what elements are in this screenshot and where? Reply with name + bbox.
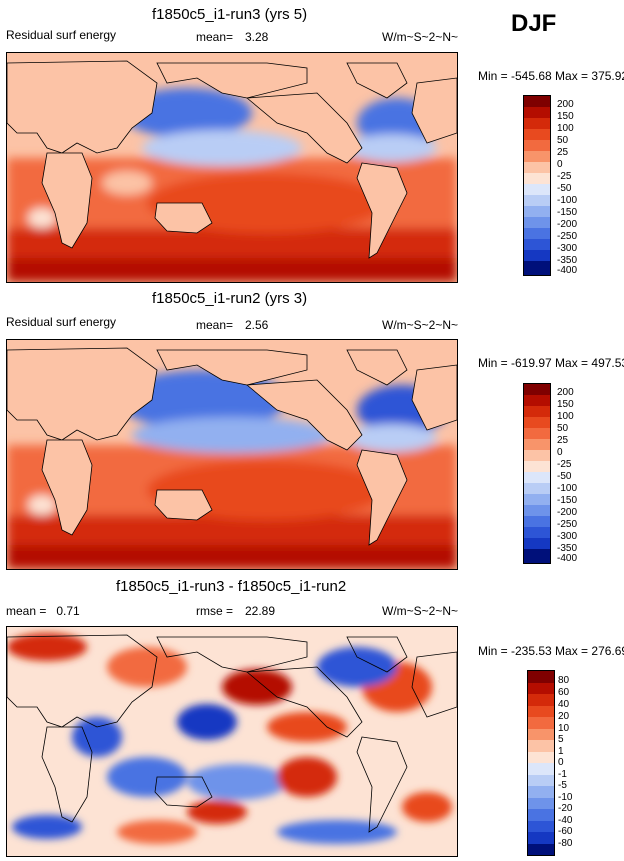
colorbar-tick: -25 [557, 171, 572, 182]
colorbar-tick: -150 [557, 207, 578, 218]
colorbar-tick: 1 [558, 746, 564, 757]
panel3-units: W/m~S~2~N~ [382, 604, 459, 618]
panel1-field-label: Residual surf energy [6, 28, 117, 42]
panel3-map [6, 626, 458, 857]
colorbar-tick: 20 [558, 711, 570, 722]
colorbar-tick: -50 [557, 183, 572, 194]
colorbar-tick: -300 [557, 531, 578, 542]
panel1-mean-label: mean= [196, 30, 234, 44]
panel3-fields [7, 633, 452, 844]
colorbar-tick: -300 [557, 243, 578, 254]
colorbar-tick: -400 [557, 265, 578, 276]
panel2-map [6, 339, 458, 570]
colorbar-tick: 50 [557, 135, 569, 146]
panel1-map-svg [7, 53, 457, 282]
colorbar-tick: 150 [557, 111, 574, 122]
colorbar-tick: -400 [557, 553, 578, 564]
colorbar-tick: -50 [557, 471, 572, 482]
panel3-rmse-value: 22.89 [245, 604, 276, 618]
colorbar-tick: 200 [557, 99, 574, 110]
colorbar-tick: -1 [558, 769, 567, 780]
colorbar-tick: -5 [558, 780, 567, 791]
panel1-title: f1850c5_i1-run3 (yrs 5) [152, 6, 308, 23]
panel2-land [7, 347, 457, 546]
panel3-minmax: Min = -235.53 Max = 276.69 [478, 644, 624, 658]
panel1-mean-value: 3.28 [245, 30, 269, 44]
colorbar-tick: -350 [557, 543, 578, 554]
colorbar-tick: -25 [557, 459, 572, 470]
panel3-map-svg [7, 627, 457, 856]
panel1-colorbar [523, 95, 551, 276]
season-label: DJF [511, 10, 557, 37]
panel3-mean: mean = 0.71 [6, 604, 80, 618]
colorbar-tick: -100 [557, 483, 578, 494]
panel2-mean-value: 2.56 [245, 318, 269, 332]
colorbar-tick: -200 [557, 507, 578, 518]
panel3-colorbar [527, 670, 555, 856]
colorbar-tick: 60 [558, 687, 570, 698]
colorbar-tick: -10 [558, 792, 573, 803]
colorbar-tick: -80 [558, 838, 573, 849]
panel3-rmse-label: rmse = [196, 604, 234, 618]
panel1-units: W/m~S~2~N~ [382, 30, 459, 44]
colorbar-tick: -200 [557, 219, 578, 230]
colorbar-tick: 25 [557, 435, 569, 446]
colorbar-tick: 100 [557, 123, 574, 134]
colorbar-tick: 200 [557, 387, 574, 398]
panel2-mean-label: mean= [196, 318, 234, 332]
colorbar-tick: -250 [557, 231, 578, 242]
colorbar-tick: 100 [557, 411, 574, 422]
colorbar-tick: 5 [558, 734, 564, 745]
colorbar-tick: 0 [557, 447, 563, 458]
colorbar-tick: 150 [557, 399, 574, 410]
panel2-colorbar [523, 383, 551, 564]
colorbar-tick: -100 [557, 195, 578, 206]
colorbar-tick: 0 [557, 159, 563, 170]
colorbar-tick: -40 [558, 815, 573, 826]
panel2-minmax: Min = -619.97 Max = 497.53 [478, 356, 624, 370]
colorbar-tick: 50 [557, 423, 569, 434]
colorbar-tick: 40 [558, 699, 570, 710]
panel3-land [7, 634, 457, 833]
panel1-land [7, 60, 457, 259]
panel2-map-svg [7, 340, 457, 569]
panel1-minmax: Min = -545.68 Max = 375.92 [478, 69, 624, 83]
colorbar-tick: 0 [558, 757, 564, 768]
colorbar-tick: -350 [557, 255, 578, 266]
colorbar-tick: 25 [557, 147, 569, 158]
panel1-map [6, 52, 458, 283]
colorbar-tick: -60 [558, 826, 573, 837]
panel2-title: f1850c5_i1-run2 (yrs 3) [152, 290, 308, 307]
colorbar-tick: -20 [558, 803, 573, 814]
colorbar-tick: 10 [558, 723, 570, 734]
colorbar-tick: -150 [557, 495, 578, 506]
panel2-units: W/m~S~2~N~ [382, 318, 459, 332]
colorbar-tick: -250 [557, 519, 578, 530]
colorbar-tick: 80 [558, 675, 570, 686]
panel3-title: f1850c5_i1-run3 - f1850c5_i1-run2 [116, 578, 347, 595]
panel2-field-label: Residual surf energy [6, 315, 117, 329]
